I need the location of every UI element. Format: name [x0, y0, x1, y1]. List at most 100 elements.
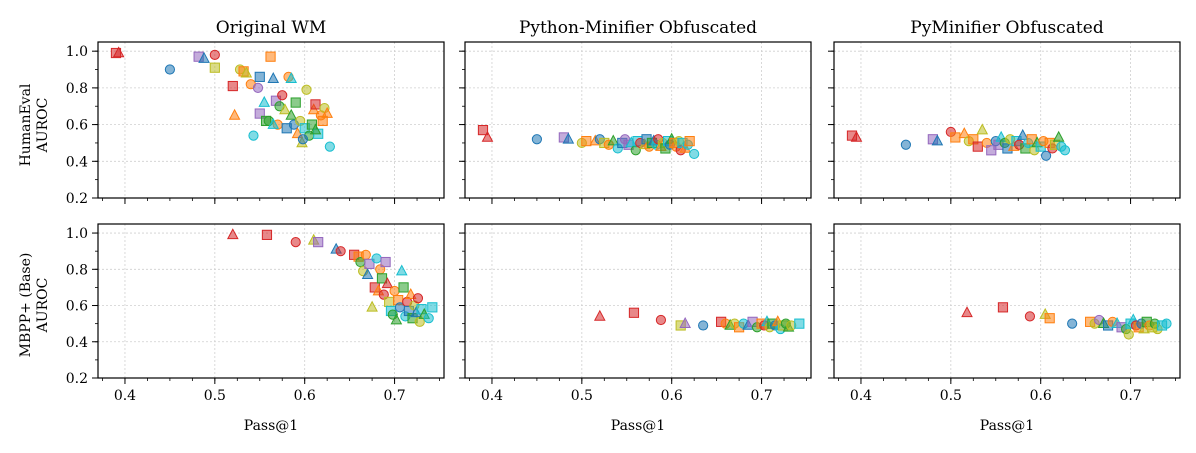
- data-point-triangle: [976, 123, 989, 135]
- data-point-triangle: [321, 106, 334, 118]
- data-point-square: [376, 273, 388, 284]
- x-axis-label-col2: Pass@1: [611, 418, 665, 434]
- data-point-circle: [1161, 318, 1172, 329]
- data-point-circle: [335, 246, 346, 257]
- data-point-square: [310, 99, 321, 110]
- data-point-square: [794, 318, 805, 329]
- data-point-triangle: [309, 123, 322, 135]
- y-tick-label: 0.4: [66, 154, 88, 170]
- data-point-circle: [655, 314, 667, 326]
- x-tick-label: 0.7: [383, 388, 405, 404]
- data-point-square: [997, 302, 1009, 313]
- y-tick-label: 0.2: [66, 371, 88, 387]
- data-point-triangle: [228, 108, 241, 120]
- data-point-circle: [900, 139, 911, 150]
- data-point-square: [209, 62, 220, 73]
- data-point-circle: [290, 237, 301, 248]
- data-point-triangle: [285, 72, 298, 84]
- data-point-square: [227, 80, 238, 92]
- data-point-triangle: [240, 66, 253, 78]
- data-point-triangle: [850, 130, 863, 142]
- data-point-square: [398, 282, 409, 293]
- data-point-triangle: [279, 103, 291, 115]
- col-title-pyminifier: PyMinifier Obfuscated: [910, 18, 1104, 38]
- data-point-triangle: [1016, 128, 1029, 140]
- row-label-mbpp-line2: AUROC: [35, 278, 51, 334]
- data-point-circle: [1040, 150, 1052, 161]
- data-point-square: [384, 296, 395, 308]
- panel-background: [465, 42, 811, 198]
- data-point-circle: [360, 249, 371, 260]
- panel-r0-c1: [459, 41, 812, 204]
- x-tick-label: 0.4: [481, 388, 503, 404]
- data-point-circle: [1123, 329, 1134, 340]
- data-point-square: [1044, 313, 1055, 324]
- panel-frame: [833, 41, 1181, 199]
- data-point-triangle: [1052, 130, 1065, 142]
- data-point-square: [364, 258, 375, 269]
- data-point-triangle: [198, 51, 210, 63]
- data-point-circle: [297, 134, 309, 145]
- data-point-circle: [248, 130, 259, 141]
- data-point-square: [290, 97, 301, 108]
- data-point-square: [986, 145, 997, 156]
- x-tick-label: 0.6: [1030, 388, 1052, 404]
- column-titles: Original WM Python-Minifier Obfuscated P…: [216, 18, 1104, 38]
- data-point-triangle: [285, 108, 298, 120]
- panel-frame: [97, 41, 445, 199]
- data-point-square: [306, 119, 317, 130]
- data-point-square: [380, 256, 391, 268]
- data-point-triangle: [958, 127, 971, 139]
- data-point-square: [950, 132, 961, 143]
- data-point-triangle: [112, 46, 125, 58]
- panel-r1-c0: 0.2 0.4 0.6 0.8 1.0 0.4 0.5 0.6 0.7: [66, 223, 445, 404]
- data-point-triangle: [267, 72, 280, 84]
- data-point-circle: [252, 82, 264, 93]
- data-point-circle: [389, 285, 400, 297]
- x-tick-label: 0.7: [1119, 388, 1141, 404]
- data-point-circle: [164, 64, 175, 75]
- data-point-square: [628, 307, 640, 318]
- row-label-humaneval-line2: AUROC: [35, 98, 51, 154]
- panel-frame: [833, 223, 1181, 379]
- x-tick-label: 0.7: [750, 388, 772, 404]
- panel-r0-c0: 0.2 0.4 0.6 0.8 1.0: [66, 41, 445, 207]
- col-title-python-minifier: Python-Minifier Obfuscated: [519, 18, 757, 38]
- data-point-triangle: [258, 95, 271, 107]
- x-axis-label-col3: Pass@1: [980, 418, 1034, 434]
- row-label-mbpp-line1: MBPP+ (Base): [18, 253, 34, 358]
- data-point-square: [427, 302, 438, 313]
- data-point-circle: [1024, 311, 1036, 322]
- data-point-triangle: [562, 132, 575, 144]
- y-tick-label: 0.8: [66, 81, 88, 97]
- data-point-circle: [324, 141, 335, 152]
- panel-background: [834, 224, 1180, 378]
- data-point-circle: [1059, 145, 1071, 156]
- data-point-triangle: [381, 277, 394, 289]
- data-point-triangle: [390, 313, 403, 325]
- panel-background: [834, 42, 1180, 198]
- col-title-original-wm: Original WM: [216, 18, 327, 38]
- y-tick-label: 0.6: [66, 118, 88, 134]
- data-point-triangle: [593, 309, 606, 321]
- y-tick-label: 0.2: [66, 191, 88, 207]
- data-point-circle: [371, 253, 382, 264]
- panel-r0-c2: [828, 41, 1181, 204]
- x-tick-label: 0.5: [204, 388, 226, 404]
- x-tick-label: 0.4: [850, 388, 872, 404]
- data-point-triangle: [931, 134, 944, 146]
- data-point-triangle: [481, 130, 494, 142]
- data-point-triangle: [395, 264, 408, 276]
- x-tick-label: 0.6: [661, 388, 683, 404]
- data-point-square: [972, 141, 983, 152]
- data-point-triangle: [961, 306, 973, 318]
- data-point-circle: [412, 293, 424, 304]
- y-tick-label: 0.4: [66, 335, 88, 351]
- data-point-circle: [698, 320, 709, 331]
- y-tick-label: 0.8: [66, 262, 88, 278]
- panel-r1-c1: 0.4 0.5 0.6 0.7: [459, 223, 812, 404]
- data-point-square: [254, 71, 265, 82]
- x-tick-label: 0.5: [571, 388, 593, 404]
- panel-r1-c2: 0.4 0.5 0.6 0.7: [828, 223, 1181, 404]
